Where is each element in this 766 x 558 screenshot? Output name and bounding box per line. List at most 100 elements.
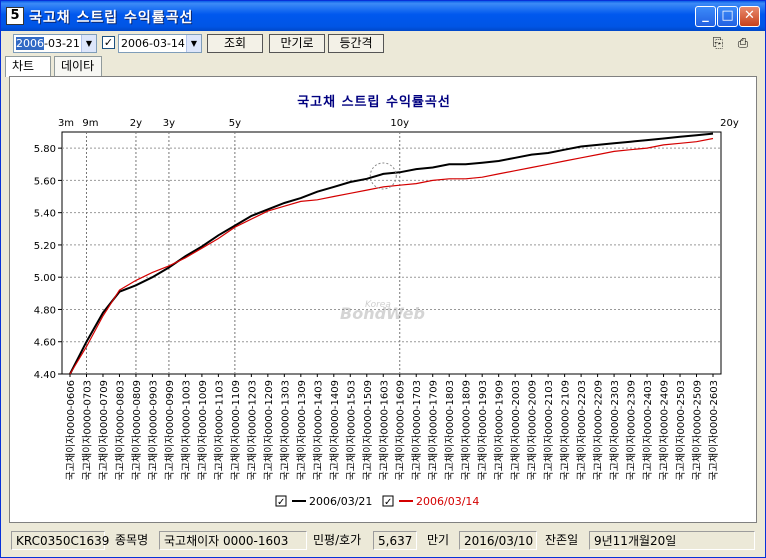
y-tick-label: 4.40: [34, 370, 56, 381]
series-line-20060321: [69, 132, 714, 375]
window-title: 국고채 스트립 수익률곡선: [29, 10, 194, 26]
x-tick-label: 국고채이자0000-1303: [279, 380, 291, 481]
plot-frame: [61, 131, 722, 375]
status-code: KRC0350C1639: [11, 531, 109, 550]
tenor-label: 9m: [82, 118, 98, 129]
y-tick-label: 5.60: [34, 176, 56, 187]
tab-chart[interactable]: 차트: [5, 56, 51, 77]
date-from-year: 2006: [16, 37, 44, 50]
x-tick-label: 국고채이자0000-2603: [708, 380, 720, 481]
legend-checkbox: [382, 495, 394, 507]
tenor-label: 5y: [229, 118, 241, 129]
maximize-button[interactable]: □: [717, 6, 738, 27]
x-tick-label: 국고채이자0000-0909: [164, 380, 176, 481]
x-tick-label: 국고채이자0000-2003: [510, 380, 522, 481]
x-tick-label: 국고채이자0000-2109: [560, 380, 572, 481]
chart-panel: 국고채 스트립 수익률곡선 4.40 4.60 4.80 5.00 5.20 5.40 5.…: [9, 76, 757, 523]
x-tick-label: 국고채이자0000-1109: [230, 380, 242, 481]
date-from-picker[interactable]: 2006-03-21 ▼: [13, 34, 97, 53]
tenor-label: 3y: [163, 118, 175, 129]
tenor-label: 10y: [390, 118, 409, 129]
x-tick-label: 국고채이자0000-1003: [180, 380, 192, 481]
watermark-small: Korea: [365, 300, 391, 310]
legend-label: 2006/03/21: [309, 495, 372, 508]
watermark-text: BondWeb: [340, 304, 425, 323]
x-tick-label: 국고채이자0000-1809: [461, 380, 473, 481]
x-tick-label: 국고채이자0000-1409: [329, 380, 341, 481]
date-from-rest: -03-21: [44, 37, 80, 50]
yield-curve-chart: 국고채 스트립 수익률곡선 4.40 4.60 4.80 5.00 5.20 5.40 5.…: [34, 94, 739, 508]
y-tick-label: 4.60: [34, 338, 56, 349]
interval-button[interactable]: 등간격: [328, 34, 384, 53]
status-rating-value: 5,637: [373, 531, 417, 550]
legend-checkbox: [275, 495, 287, 507]
x-tick-label: 국고채이자0000-1509: [362, 380, 374, 481]
y-tick-label: 5.40: [34, 209, 56, 220]
status-item-label: 종목명: [115, 533, 149, 547]
x-tick-label: 국고채이자0000-2103: [543, 380, 555, 481]
status-maturity-label: 만기: [427, 533, 450, 547]
tenor-label: 20y: [720, 118, 739, 129]
x-tick-label: 국고채이자0000-1203: [246, 380, 258, 481]
x-tick-label: 국고채이자0000-1309: [296, 380, 308, 481]
chart-title: 국고채 스트립 수익률곡선: [297, 94, 451, 110]
x-tick-label: 국고채이자0000-1709: [428, 380, 440, 481]
title-bar[interactable]: 5 국고채 스트립 수익률곡선 _ □ ✕: [1, 1, 765, 31]
legend-check-icon: ✓: [277, 497, 285, 508]
maturity-button[interactable]: 만기로: [269, 34, 325, 53]
x-tick-label: 국고채이자0000-2209: [593, 380, 605, 481]
date-to-checkbox[interactable]: ✓: [102, 36, 115, 49]
copy-icon[interactable]: ⎘: [712, 36, 724, 51]
x-tick-label: 국고채이자0000-2009: [527, 380, 539, 481]
status-remain-value: 9년11개월20일: [589, 531, 755, 550]
x-tick-label: 국고채이자0000-2503: [675, 380, 687, 481]
print-icon[interactable]: ⎙: [737, 36, 749, 51]
selection-marker: [369, 162, 397, 190]
series-line-20060314: [69, 137, 714, 375]
app-icon: 5: [6, 7, 24, 25]
bondweb-watermark: Korea BondWeb: [340, 300, 425, 323]
minimize-button[interactable]: _: [695, 6, 716, 27]
y-tick-label: 4.80: [34, 305, 56, 316]
x-tick-label: 국고채이자0000-1803: [444, 380, 456, 481]
tenor-label: 3m: [58, 118, 74, 129]
y-tick-label: 5.20: [34, 241, 56, 252]
x-tick-label: 국고채이자0000-2203: [576, 380, 588, 481]
x-tick-label: 국고채이자0000-1609: [395, 380, 407, 481]
chevron-down-icon[interactable]: ▼: [186, 35, 201, 52]
tab-data[interactable]: 데이타: [54, 56, 102, 76]
x-tick-label: 국고채이자0000-0903: [147, 380, 159, 481]
x-tick-label: 국고채이자0000-0803: [114, 380, 126, 481]
x-tick-label: 국고채이자0000-0703: [81, 380, 93, 481]
y-tick-label: 5.80: [34, 144, 56, 155]
chevron-down-icon[interactable]: ▼: [81, 35, 96, 52]
status-maturity-value: 2016/03/10: [459, 531, 537, 550]
x-tick-label: 국고채이자0000-0606: [65, 380, 77, 481]
x-tick-label: 국고채이자0000-0709: [98, 380, 110, 481]
query-button[interactable]: 조회: [207, 34, 263, 53]
legend-label: 2006/03/14: [416, 495, 479, 508]
x-tick-label: 국고채이자0000-2303: [609, 380, 621, 481]
status-remain-label: 잔존일: [545, 533, 579, 547]
tenor-label: 2y: [130, 118, 142, 129]
x-tick-label: 국고채이자0000-1903: [477, 380, 489, 481]
legend: ✓ 2006/03/21 ✓ 2006/03/14: [275, 495, 479, 508]
date-to-picker[interactable]: 2006-03-14 ▼: [118, 34, 202, 53]
x-tick-label: 국고채이자0000-1703: [411, 380, 423, 481]
x-tick-label: 국고채이자0000-1909: [494, 380, 506, 481]
plot-area: 4.40 4.60 4.80 5.00 5.20 5.40 5.60 5.80 3m 9m 2y 3y…: [34, 118, 739, 481]
close-button[interactable]: ✕: [739, 6, 760, 27]
status-bar: KRC0350C1639 종목명 국고채이자 0000-1603 민평/호가 5…: [1, 528, 765, 557]
status-rating-label: 민평/호가: [313, 533, 362, 547]
x-tick-label: 국고채이자0000-2403: [642, 380, 654, 481]
x-tick-label: 국고채이자0000-2409: [659, 380, 671, 481]
status-item-value: 국고채이자 0000-1603: [159, 531, 307, 550]
date-to-value: 2006-03-14: [121, 37, 185, 50]
x-tick-label: 국고채이자0000-1103: [213, 380, 225, 481]
x-tick-label: 국고채이자0000-1009: [197, 380, 209, 481]
x-tick-label: 국고채이자0000-1503: [345, 380, 357, 481]
x-tick-label: 국고채이자0000-1603: [378, 380, 390, 481]
legend-check-icon: ✓: [384, 497, 392, 508]
x-tick-label: 국고채이자0000-1403: [312, 380, 324, 481]
